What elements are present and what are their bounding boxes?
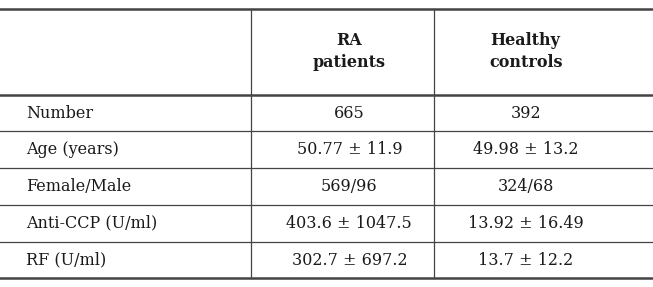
- Text: 13.7 ± 12.2: 13.7 ± 12.2: [478, 251, 573, 269]
- Text: 50.77 ± 11.9: 50.77 ± 11.9: [296, 141, 402, 158]
- Text: Age (years): Age (years): [26, 141, 119, 158]
- Text: RA: RA: [336, 32, 362, 49]
- Text: 569/96: 569/96: [321, 178, 377, 195]
- Text: 665: 665: [334, 104, 365, 122]
- Text: 49.98 ± 13.2: 49.98 ± 13.2: [473, 141, 579, 158]
- Text: RF (U/ml): RF (U/ml): [26, 251, 106, 269]
- Text: Female/Male: Female/Male: [26, 178, 131, 195]
- Text: 403.6 ± 1047.5: 403.6 ± 1047.5: [287, 215, 412, 232]
- Text: Number: Number: [26, 104, 93, 122]
- Text: controls: controls: [489, 54, 562, 71]
- Text: 302.7 ± 697.2: 302.7 ± 697.2: [291, 251, 407, 269]
- Text: patients: patients: [313, 54, 386, 71]
- Text: 392: 392: [511, 104, 541, 122]
- Text: 13.92 ± 16.49: 13.92 ± 16.49: [468, 215, 584, 232]
- Text: Healthy: Healthy: [490, 32, 561, 49]
- Text: 324/68: 324/68: [498, 178, 554, 195]
- Text: Anti-CCP (U/ml): Anti-CCP (U/ml): [26, 215, 157, 232]
